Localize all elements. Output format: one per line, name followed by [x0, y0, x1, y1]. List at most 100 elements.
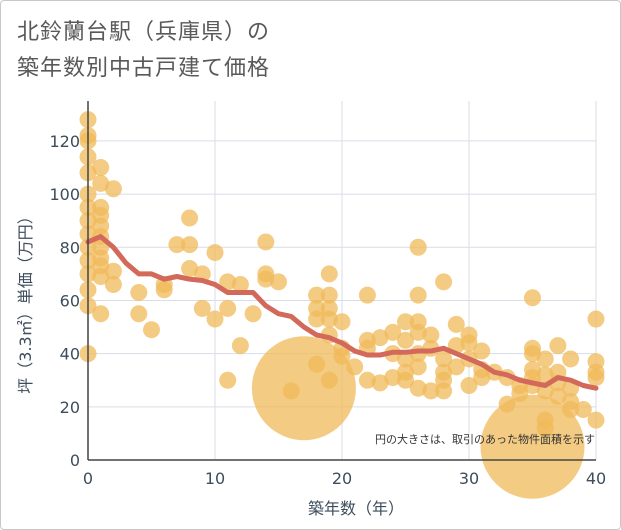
data-point	[473, 342, 491, 360]
y-tick-label: 80	[60, 238, 80, 257]
data-point	[473, 369, 491, 387]
data-point	[409, 323, 427, 341]
chart-title: 北鈴蘭台駅（兵庫県）の 築年数別中古戸建て価格	[17, 15, 270, 87]
data-point	[397, 313, 414, 331]
data-point	[181, 209, 199, 227]
data-point	[562, 400, 580, 418]
data-point	[320, 371, 338, 389]
data-point	[231, 275, 249, 293]
data-point	[536, 350, 554, 368]
x-tick-label: 10	[205, 469, 225, 488]
data-point	[409, 238, 427, 256]
data-point	[574, 400, 592, 418]
data-point	[397, 331, 414, 349]
data-point	[231, 337, 249, 355]
size-legend-note: 円の大きさは、取引のあった物件面積を示す	[375, 432, 595, 446]
y-tick-label: 20	[60, 398, 80, 417]
data-point	[130, 305, 148, 323]
data-point	[333, 347, 351, 365]
data-point	[384, 369, 402, 387]
y-tick-label: 40	[60, 345, 80, 364]
data-point	[155, 281, 173, 299]
data-point	[358, 286, 376, 304]
x-tick-label: 30	[459, 469, 479, 488]
data-point	[384, 323, 402, 341]
data-point	[251, 336, 356, 441]
data-point	[219, 273, 237, 291]
data-point	[168, 236, 186, 254]
data-point	[206, 310, 224, 328]
trend-line-layer	[85, 234, 599, 391]
data-point	[422, 382, 440, 400]
trend-line	[85, 234, 599, 391]
data-point	[447, 358, 465, 376]
data-point	[219, 299, 237, 317]
data-point	[371, 329, 389, 347]
y-tick-label: 60	[60, 291, 80, 310]
data-point	[435, 273, 453, 291]
y-axis-title: 坪（3.3㎡）単価（万円）	[16, 208, 35, 393]
data-point	[333, 313, 351, 331]
data-point	[536, 366, 554, 384]
data-point	[587, 369, 605, 387]
y-tick-label: 100	[49, 185, 80, 204]
data-point	[257, 233, 275, 251]
data-point	[358, 371, 376, 389]
data-point	[422, 326, 440, 344]
data-point	[397, 371, 414, 389]
data-point	[447, 315, 465, 333]
data-point	[460, 334, 478, 352]
data-point	[193, 299, 211, 317]
data-point	[308, 286, 326, 304]
data-point	[104, 275, 122, 293]
chart-title-line-2: 築年数別中古戸建て価格	[17, 56, 271, 81]
data-point	[409, 286, 427, 304]
data-point	[320, 265, 338, 283]
data-point	[92, 174, 110, 192]
data-point	[536, 419, 554, 437]
data-point	[409, 358, 427, 376]
y-tick-label: 0	[70, 451, 80, 470]
data-point	[92, 158, 110, 176]
data-point	[435, 350, 453, 368]
data-point	[480, 394, 585, 499]
data-point	[219, 371, 237, 389]
data-point	[409, 379, 427, 397]
data-point	[587, 310, 605, 328]
data-point	[371, 374, 389, 392]
data-point	[92, 268, 110, 286]
data-point	[143, 321, 160, 339]
data-point	[92, 305, 110, 323]
data-point	[130, 283, 148, 301]
data-point	[524, 289, 541, 307]
data-point	[181, 236, 199, 254]
x-axis-title: 築年数（年）	[308, 499, 404, 518]
data-point	[206, 244, 224, 262]
data-point	[308, 310, 326, 328]
data-point	[460, 377, 478, 395]
data-point	[181, 260, 199, 278]
x-tick-label: 40	[586, 469, 606, 488]
chart-title-line-1: 北鈴蘭台駅（兵庫県）の	[17, 20, 271, 45]
y-tick-label: 120	[49, 132, 80, 151]
data-point	[320, 286, 338, 304]
axes	[87, 101, 596, 461]
data-point	[257, 270, 275, 288]
data-point	[549, 337, 567, 355]
x-tick-label: 0	[83, 469, 93, 488]
data-point	[270, 273, 287, 291]
data-point	[320, 310, 338, 328]
data-point	[562, 350, 580, 368]
data-point	[435, 382, 453, 400]
data-point	[346, 358, 364, 376]
data-point	[104, 180, 122, 198]
x-tick-label: 20	[332, 469, 352, 488]
data-point	[524, 345, 541, 363]
data-point	[587, 411, 605, 429]
data-point	[308, 355, 326, 373]
tick-labels: 0 10 20 30 40 0 20 40 60 80 100 120	[49, 132, 606, 488]
data-point	[549, 387, 567, 405]
data-point	[104, 262, 122, 280]
